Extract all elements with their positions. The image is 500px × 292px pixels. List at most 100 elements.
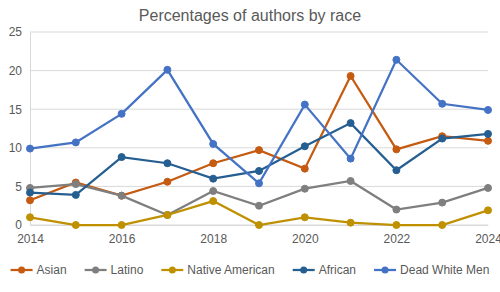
legend-item: Asian	[11, 263, 67, 277]
series-point	[164, 178, 171, 185]
series-point	[164, 160, 171, 167]
series-point	[301, 101, 308, 108]
series-point	[347, 219, 354, 226]
x-tick-label: 2020	[292, 232, 319, 246]
y-tick-label: 10	[9, 141, 23, 155]
series-point	[118, 110, 125, 117]
legend-item: African	[293, 263, 356, 277]
legend-item: Latino	[85, 263, 144, 277]
legend: Asian Latino Native American African Dead Wh…	[11, 263, 490, 277]
series-point	[27, 197, 34, 204]
series-point	[347, 73, 354, 80]
y-tick: 15	[9, 103, 30, 117]
y-tick: 25	[9, 25, 30, 39]
series-point	[72, 191, 79, 198]
series-point	[301, 214, 308, 221]
series-point	[256, 167, 263, 174]
series-point	[393, 206, 400, 213]
series-point	[118, 192, 125, 199]
series-line	[30, 76, 488, 200]
y-tick: 20	[9, 64, 30, 78]
y-tick-label: 20	[9, 64, 23, 78]
series-point	[27, 214, 34, 221]
legend-label: Asian	[37, 263, 67, 277]
series-point	[210, 198, 217, 205]
series-point	[393, 146, 400, 153]
x-tick-label: 2018	[200, 232, 227, 246]
series-point	[210, 160, 217, 167]
series	[27, 198, 492, 229]
series-point	[301, 143, 308, 150]
series-point	[210, 140, 217, 147]
series-point	[347, 155, 354, 162]
x-tick: 2014	[17, 225, 44, 246]
legend-item: Dead White Men	[374, 263, 489, 277]
series-point	[439, 135, 446, 142]
series-point	[485, 137, 492, 144]
grid	[30, 32, 488, 225]
series-line	[30, 60, 488, 184]
series-point	[164, 66, 171, 73]
x-tick-label: 2014	[17, 232, 44, 246]
series-point	[72, 222, 79, 229]
series-point	[301, 185, 308, 192]
series-point	[72, 139, 79, 146]
series-point	[439, 199, 446, 206]
series-line	[30, 123, 488, 195]
y-tick-label: 25	[9, 25, 23, 39]
series-point	[485, 130, 492, 137]
series-point	[164, 211, 171, 218]
series-point	[439, 222, 446, 229]
chart: 0 5 10 15 20 25 2014 2016 2018 2020 2022 2024 Percen…	[0, 0, 500, 292]
legend-marker	[92, 267, 99, 274]
legend-label: Dead White Men	[400, 263, 489, 277]
y-tick-label: 15	[9, 103, 23, 117]
series-point	[485, 106, 492, 113]
legend-marker	[300, 267, 307, 274]
grid-line	[30, 32, 488, 33]
legend-label: Native American	[187, 263, 274, 277]
x-tick: 2018	[200, 225, 227, 246]
series-point	[347, 120, 354, 127]
grid-line	[30, 70, 488, 71]
series-point	[27, 189, 34, 196]
series-point	[485, 184, 492, 191]
x-tick: 2024	[475, 225, 500, 246]
series-point	[210, 188, 217, 195]
series-point	[256, 202, 263, 209]
title: Percentages of authors by race	[139, 7, 361, 24]
grid-line	[30, 109, 488, 110]
y-tick-label: 0	[15, 218, 22, 232]
series-point	[393, 167, 400, 174]
series-point	[256, 222, 263, 229]
series	[27, 177, 492, 218]
series-point	[164, 211, 171, 218]
series-group	[27, 56, 492, 228]
series-point	[72, 181, 79, 188]
x-tick-label: 2024	[475, 232, 500, 246]
legend-label: African	[319, 263, 356, 277]
y-tick-label: 5	[15, 180, 22, 194]
x-tick-label: 2016	[109, 232, 136, 246]
series-point	[27, 145, 34, 152]
series-point	[256, 147, 263, 154]
series	[27, 120, 492, 199]
legend-marker	[169, 267, 176, 274]
legend-marker	[382, 267, 389, 274]
plot-area: 0 5 10 15 20 25 2014 2016 2018 2020 2022 2024	[9, 25, 500, 245]
legend-marker	[18, 267, 25, 274]
series-point	[393, 56, 400, 63]
series-point	[485, 207, 492, 214]
series-point	[118, 192, 125, 199]
series-point	[118, 154, 125, 161]
legend-item: Native American	[161, 263, 274, 277]
series-point	[256, 180, 263, 187]
series	[27, 56, 492, 187]
series-point	[118, 222, 125, 229]
series	[27, 73, 492, 204]
x-tick-label: 2022	[384, 232, 411, 246]
x-tick: 2020	[292, 225, 319, 246]
legend-label: Latino	[111, 263, 144, 277]
series-point	[210, 175, 217, 182]
series-point	[347, 177, 354, 184]
